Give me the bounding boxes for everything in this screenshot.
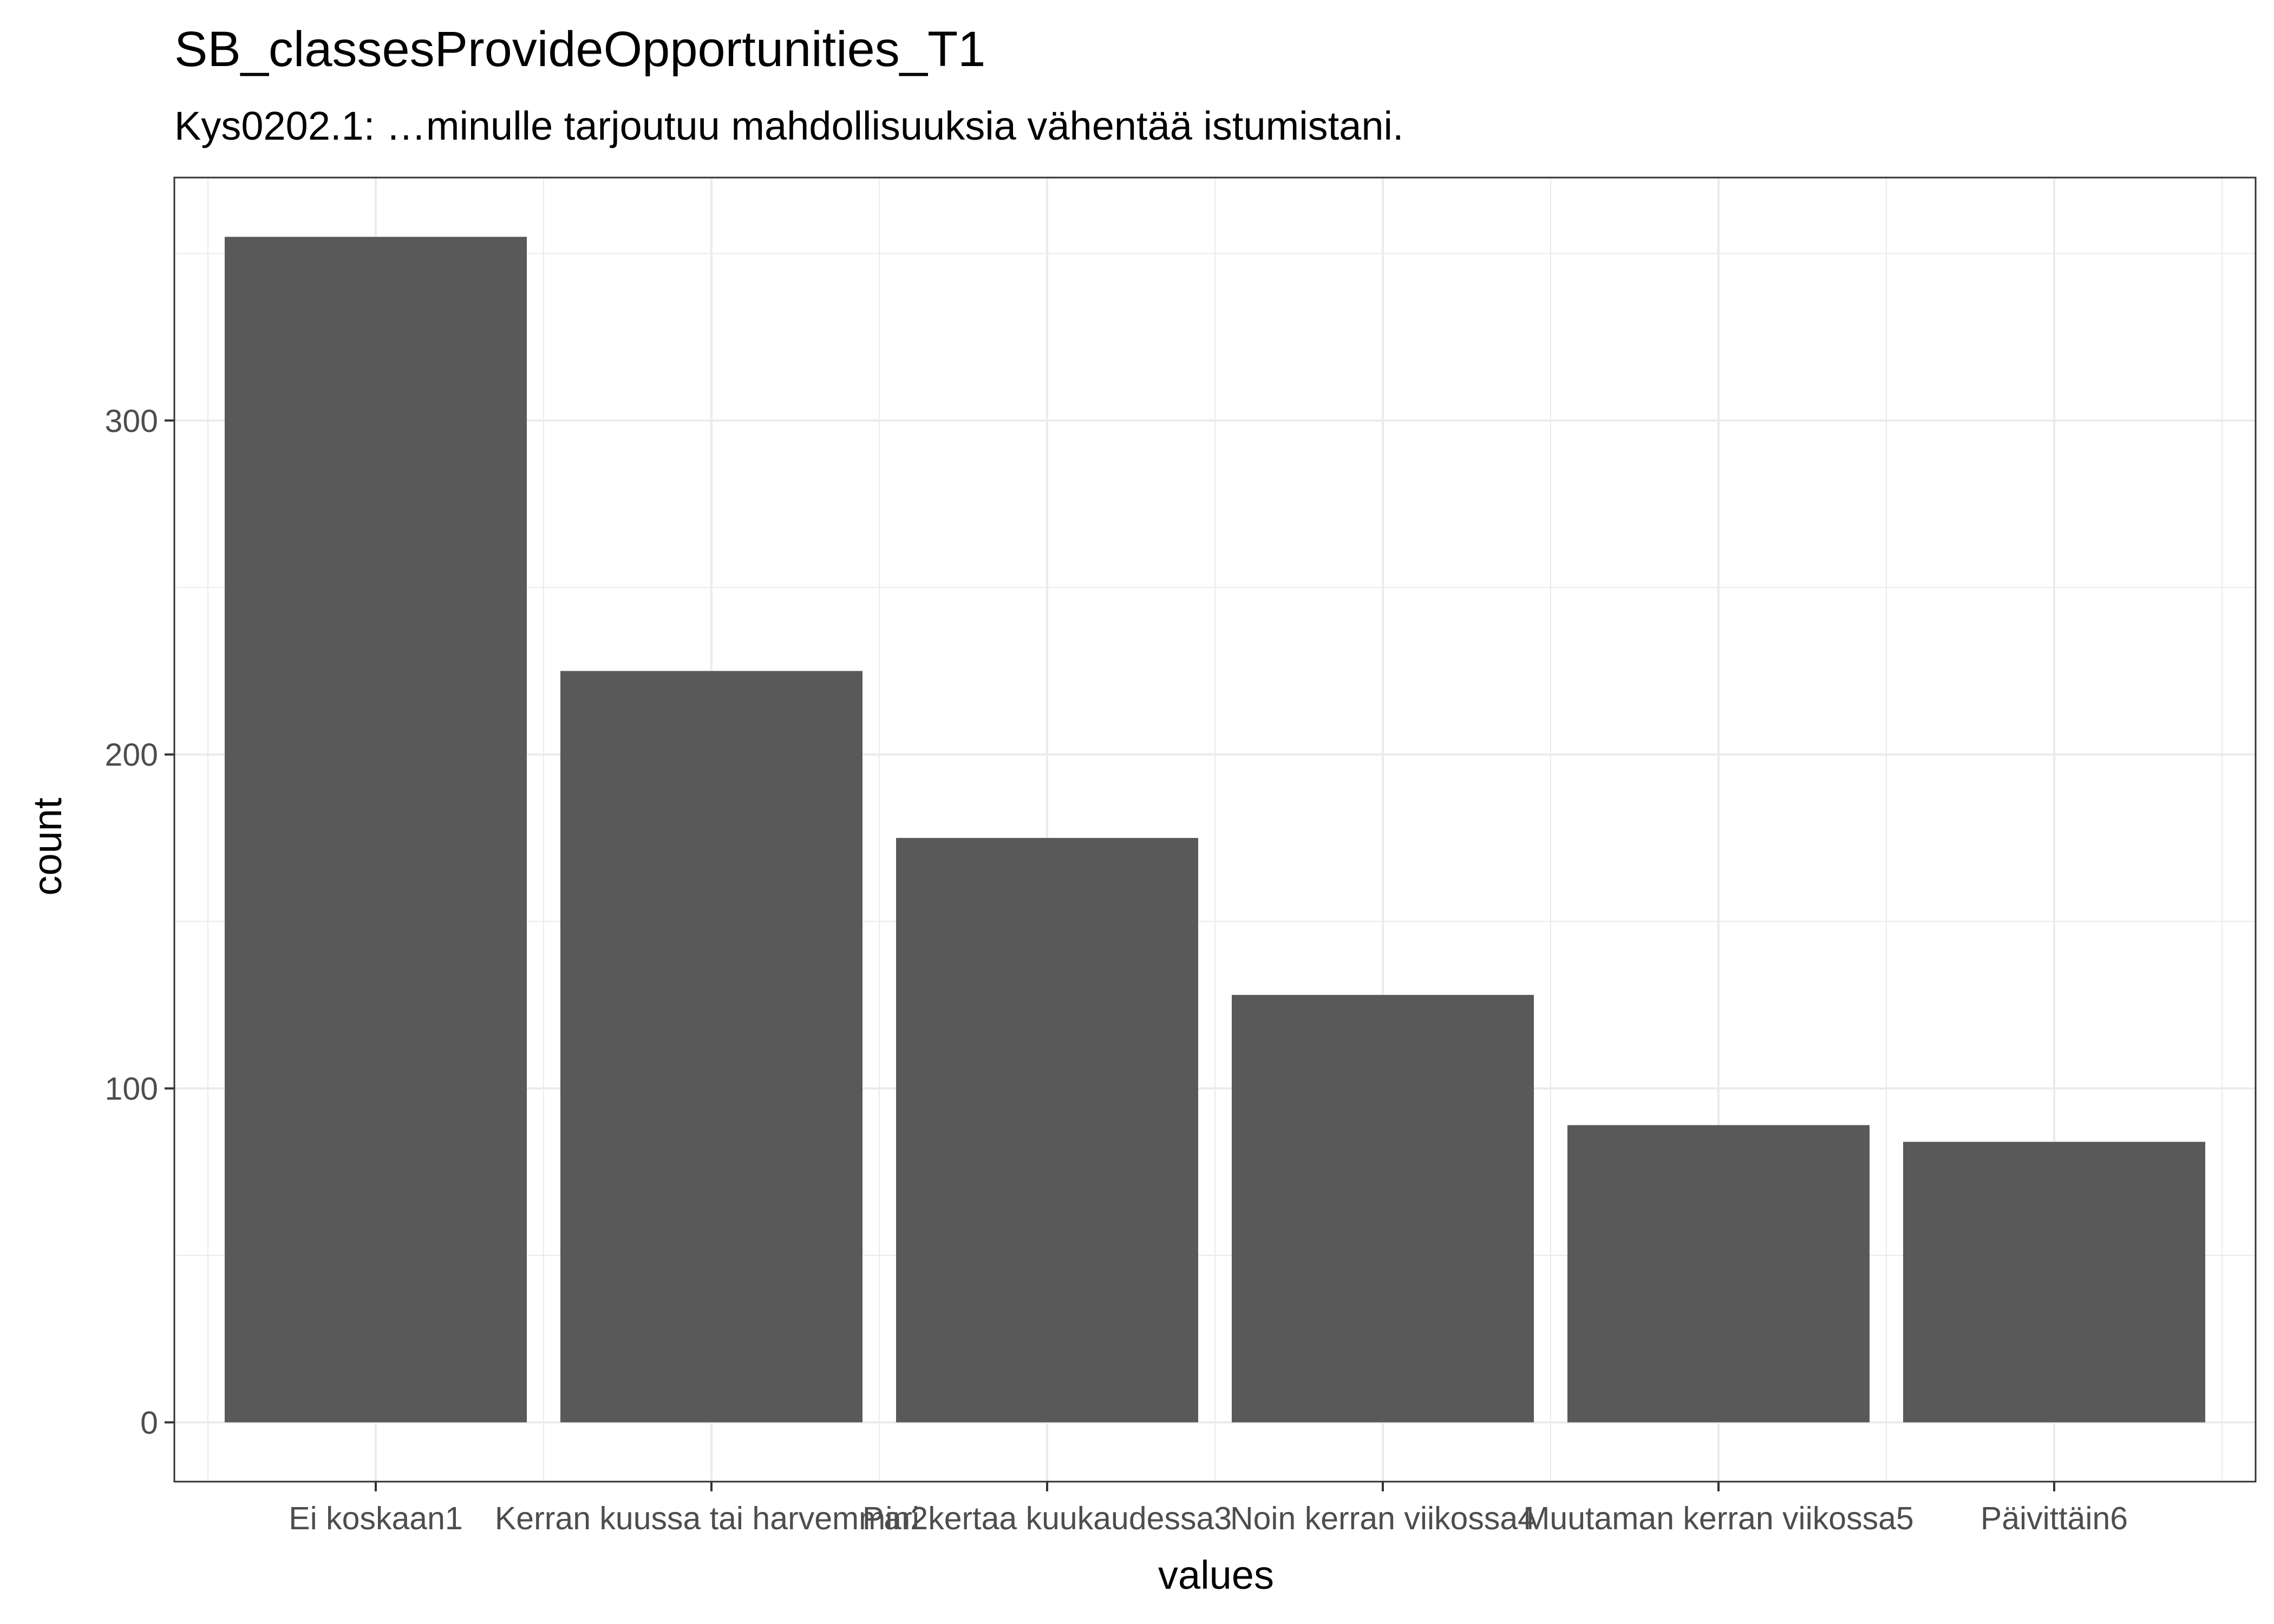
y-tick-label: 300: [105, 403, 158, 439]
panel-border: [173, 176, 2257, 1483]
y-axis-title: count: [25, 797, 70, 895]
bar: [896, 837, 1198, 1423]
x-axis-title: values: [1158, 1553, 1274, 1597]
y-tick-label: 100: [105, 1071, 158, 1107]
y-axis-ticks: 0 100 200 300: [105, 403, 174, 1441]
x-tick-label: Päivittäin6: [1981, 1501, 2128, 1536]
x-axis-ticks: Ei koskaan1 Kerran kuussa tai harvemmin2P…: [289, 1482, 2128, 1536]
y-tick-label: 200: [105, 737, 158, 773]
bar: [1232, 994, 1534, 1423]
x-tick-label: Ei koskaan1: [289, 1501, 462, 1536]
bar: [560, 671, 862, 1423]
y-tick-label: 0: [140, 1405, 158, 1441]
bar: [1567, 1125, 1870, 1423]
chart-subtitle: Kys0202.1: …minulle tarjoutuu mahdollisu…: [174, 103, 1404, 148]
x-tick-label: Noin kerran viikossa4: [1230, 1501, 1535, 1536]
bar: [1903, 1142, 2205, 1423]
x-tick-label: Pari kertaa kuukaudessa3: [862, 1501, 1232, 1536]
x-tick-label: Muutaman kerran viikossa5: [1523, 1501, 1913, 1536]
x-tick-label: Kerran kuussa tai harvemmin2: [495, 1501, 928, 1536]
chart-title: SB_classesProvideOpportunities_T1: [174, 22, 985, 77]
bar: [225, 237, 527, 1423]
bars: [225, 237, 2205, 1423]
